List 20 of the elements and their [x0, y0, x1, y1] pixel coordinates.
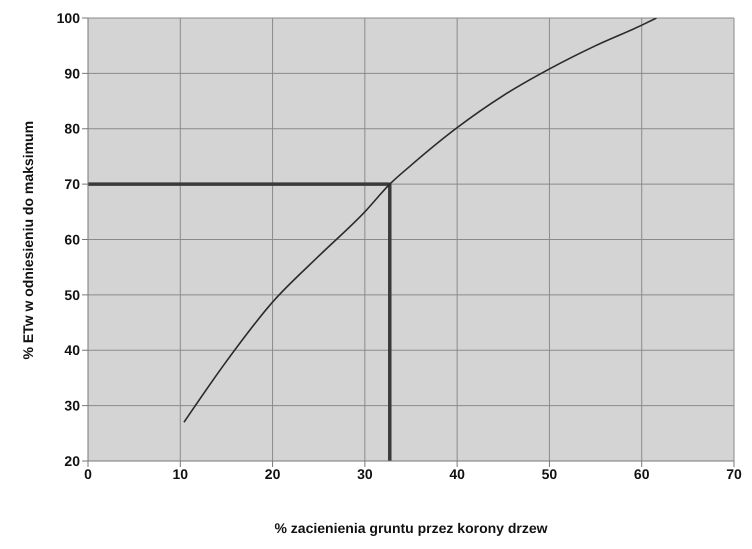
y-tick-label: 20: [64, 452, 80, 469]
x-tick-label: 20: [264, 466, 281, 482]
x-tick-label: 0: [84, 466, 92, 482]
y-tick-label: 40: [64, 342, 80, 358]
y-tick-label: 70: [64, 176, 80, 192]
y-tick-label: 50: [64, 286, 80, 303]
y-tick-label: 30: [64, 398, 80, 414]
y-tick-label: 90: [64, 65, 80, 82]
x-tick-label: 60: [634, 466, 650, 482]
y-axis-title: % ETw w odniesieniu do maksimum: [20, 120, 36, 360]
x-tick-label: 10: [172, 466, 188, 482]
x-tick-label: 40: [449, 466, 466, 482]
x-tick-label: 50: [542, 466, 558, 482]
y-tick-label: 60: [64, 231, 80, 248]
y-tick-label: 100: [56, 10, 80, 26]
y-tick-label: 80: [64, 120, 80, 137]
x-tick-label: 30: [357, 466, 373, 482]
x-tick-label: 70: [726, 466, 742, 482]
x-axis-title: % zacienienia gruntu przez korony drzew: [274, 520, 548, 536]
line-series: [183, 18, 658, 424]
